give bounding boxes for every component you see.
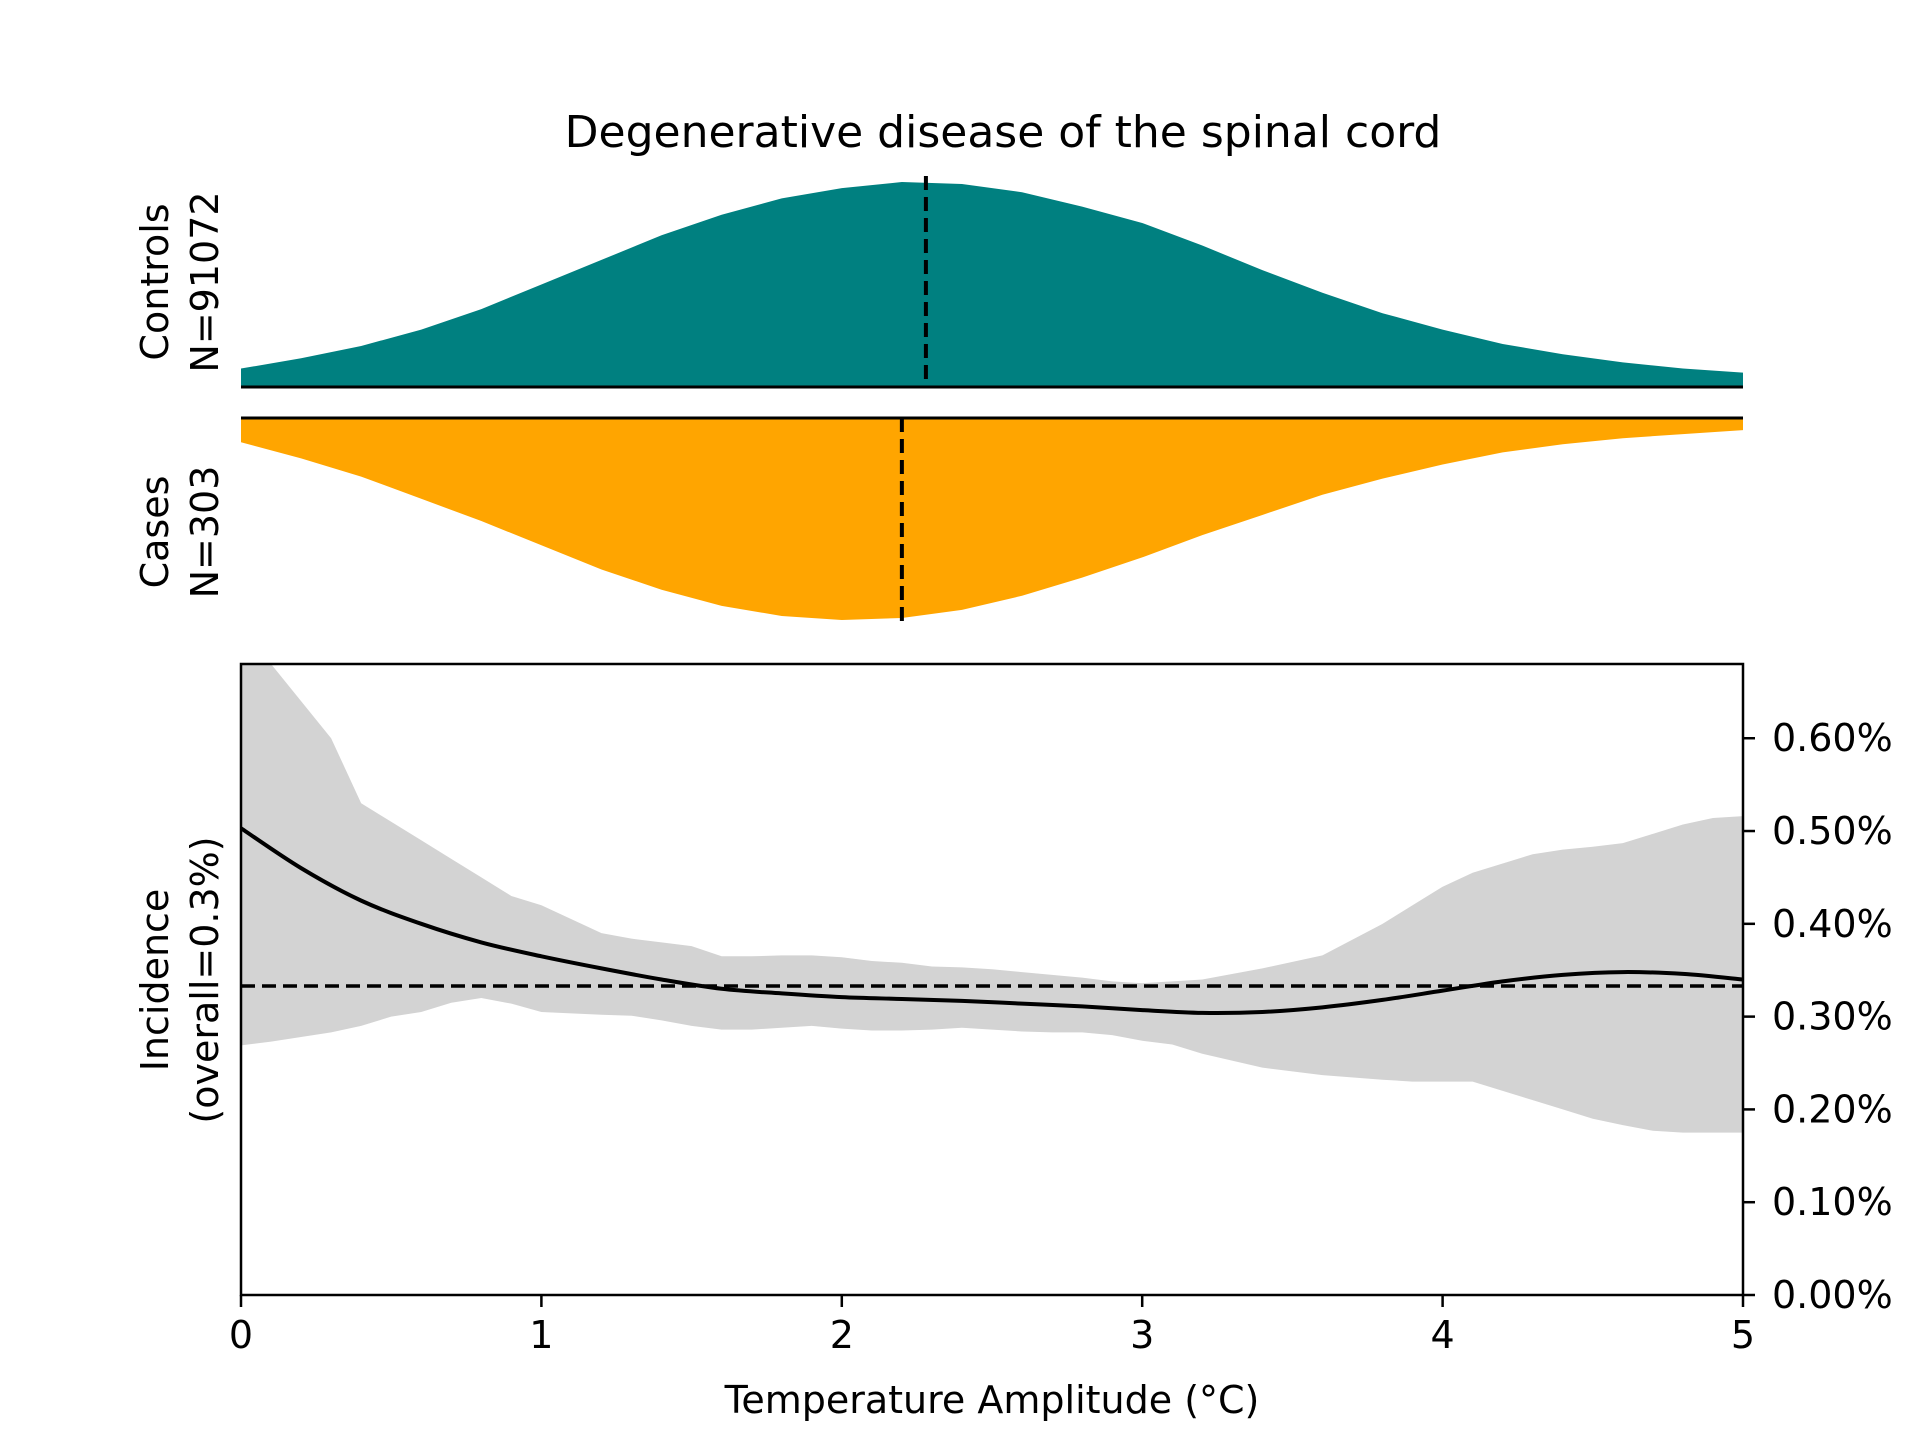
y-tick-label: 0.30% <box>1772 995 1893 1039</box>
controls-label: Controls <box>133 203 177 360</box>
y-tick-label: 0.60% <box>1772 716 1893 760</box>
y-tick-label: 0.10% <box>1772 1180 1893 1224</box>
y-tick-label: 0.20% <box>1772 1087 1893 1131</box>
confidence-band <box>241 664 1743 1133</box>
chart-title: Degenerative disease of the spinal cord <box>565 107 1442 158</box>
x-axis-ticks: 0 1 2 3 4 5 <box>229 1295 1755 1357</box>
y-axis-ticks: 0.00% 0.10% 0.20% 0.30% 0.40% 0.50% 0.60% <box>1743 716 1893 1317</box>
x-tick-label: 3 <box>1130 1313 1154 1357</box>
controls-density-area <box>241 182 1743 387</box>
incidence-curve <box>239 826 1744 1016</box>
x-tick-label: 5 <box>1731 1313 1755 1357</box>
y-tick-label: 0.40% <box>1772 902 1893 946</box>
controls-panel: Controls N=91072 <box>133 176 1743 389</box>
cases-panel: Cases N=303 <box>133 416 1743 628</box>
y-tick-label: 0.50% <box>1772 809 1893 853</box>
x-tick-label: 0 <box>229 1313 253 1357</box>
y-axis-label-overall: (overall=0.3%) <box>183 836 227 1123</box>
x-tick-label: 2 <box>830 1313 854 1357</box>
x-tick-label: 4 <box>1431 1313 1455 1357</box>
cases-density-area <box>241 418 1743 620</box>
controls-count-label: N=91072 <box>183 191 227 372</box>
cases-label: Cases <box>133 476 177 589</box>
cases-count-label: N=303 <box>183 466 227 599</box>
x-axis-label: Temperature Amplitude (°C) <box>724 1378 1260 1422</box>
incidence-plot-frame <box>239 662 1745 1297</box>
y-tick-label: 0.00% <box>1772 1273 1893 1317</box>
incidence-panel: 0 1 2 3 4 5 0.00% 0.10% 0.20% 0.30% 0.40% 0.50% 0.6… <box>133 662 1893 1422</box>
x-tick-label: 1 <box>529 1313 553 1357</box>
y-axis-label: Incidence <box>133 889 177 1072</box>
